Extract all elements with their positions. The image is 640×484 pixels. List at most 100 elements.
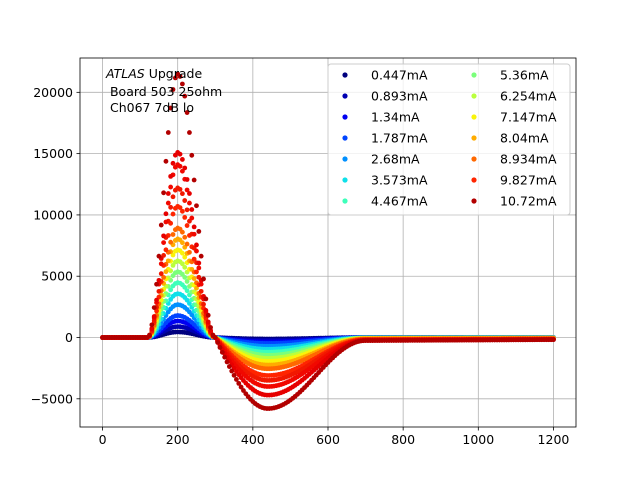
data-point <box>177 151 183 157</box>
legend-label: 1.787mA <box>371 131 428 146</box>
data-point <box>194 248 199 254</box>
data-point <box>168 173 174 179</box>
legend-label: 3.573mA <box>371 173 428 188</box>
annotation-line-2: Board 503 25ohm <box>106 84 222 99</box>
legend-marker <box>471 72 477 78</box>
data-point <box>161 233 167 239</box>
data-point <box>179 240 185 246</box>
data-point <box>184 187 190 193</box>
data-point <box>149 322 155 328</box>
data-point <box>182 274 188 280</box>
legend-label: 5.36mA <box>500 68 549 83</box>
legend-marker <box>471 156 477 162</box>
legend-marker <box>471 198 477 204</box>
legend-marker <box>471 114 477 120</box>
data-point <box>170 263 176 268</box>
legend-label: 8.04mA <box>500 131 549 146</box>
data-point <box>212 335 218 340</box>
data-point <box>172 75 178 81</box>
data-point <box>182 254 188 260</box>
data-point <box>170 194 176 200</box>
data-point <box>161 190 167 196</box>
legend-label: 0.893mA <box>371 89 428 104</box>
data-point <box>151 305 157 310</box>
data-point <box>177 205 183 211</box>
data-point <box>182 234 188 240</box>
data-point <box>165 258 171 264</box>
data-point <box>170 211 176 217</box>
data-point <box>201 301 206 307</box>
legend-marker <box>342 177 348 183</box>
legend-marker <box>471 135 477 141</box>
y-tick-label: 0 <box>65 330 73 345</box>
legend-marker <box>342 114 348 120</box>
legend-box <box>327 63 571 216</box>
data-point <box>551 337 556 343</box>
legend-label: 6.254mA <box>500 89 557 104</box>
data-point <box>215 340 221 345</box>
data-point <box>158 271 164 277</box>
data-point <box>194 269 199 275</box>
data-point <box>201 276 206 282</box>
data-point <box>194 242 199 248</box>
y-tick-label: 10000 <box>33 207 73 222</box>
data-point <box>191 231 197 237</box>
data-point <box>165 130 171 135</box>
legend-marker <box>342 135 348 141</box>
data-point <box>205 312 211 318</box>
legend-marker <box>342 72 348 78</box>
data-point <box>191 177 197 183</box>
data-point <box>219 349 225 355</box>
annotation-atlas: ATLAS <box>105 66 145 81</box>
data-point <box>203 308 209 313</box>
data-point <box>182 264 188 270</box>
data-point <box>231 372 237 378</box>
data-point <box>161 240 167 246</box>
data-point <box>198 281 204 287</box>
data-point <box>196 260 202 266</box>
legend-label: 4.467mA <box>371 194 428 209</box>
legend-label: 8.934mA <box>500 152 557 167</box>
data-point <box>165 200 171 206</box>
data-point <box>165 191 171 196</box>
data-point <box>182 165 188 171</box>
legend-items: 0.447mA 0.893mA 1.34mA 1.787mA 2.68mA 3.573mA… <box>342 68 557 209</box>
x-tick-label: 0 <box>99 432 107 447</box>
data-point <box>205 319 211 325</box>
y-tick-label: −5000 <box>31 391 73 406</box>
data-point <box>187 200 192 206</box>
data-point <box>198 288 204 294</box>
y-tick-label: 20000 <box>33 85 73 100</box>
y-tick-label: 5000 <box>41 269 73 284</box>
data-point <box>156 253 162 259</box>
data-point <box>194 285 199 291</box>
legend-marker <box>342 93 348 99</box>
legend-marker <box>471 177 477 183</box>
legend: 0.447mA 0.893mA 1.34mA 1.787mA 2.68mA 3.573mA… <box>327 63 571 216</box>
y-tick-label: 15000 <box>33 146 73 161</box>
data-point <box>236 380 242 386</box>
data-point <box>179 261 185 267</box>
data-point <box>238 384 244 390</box>
data-point <box>163 269 169 275</box>
x-tick-label: 200 <box>166 432 190 447</box>
data-point <box>168 287 174 293</box>
data-point <box>163 211 169 217</box>
data-point <box>168 184 174 190</box>
data-point <box>187 301 192 306</box>
data-point <box>203 296 209 302</box>
data-point <box>168 239 174 245</box>
data-point <box>196 229 202 234</box>
x-tick-label: 400 <box>241 432 265 447</box>
data-point <box>156 288 162 294</box>
data-point <box>184 207 190 213</box>
data-point <box>158 222 164 228</box>
legend-label: 1.34mA <box>371 110 420 125</box>
data-point <box>187 249 192 255</box>
data-point <box>168 204 174 210</box>
data-point <box>179 81 185 87</box>
data-point <box>163 247 169 253</box>
data-point <box>222 354 228 360</box>
x-tick-label: 600 <box>316 432 340 447</box>
